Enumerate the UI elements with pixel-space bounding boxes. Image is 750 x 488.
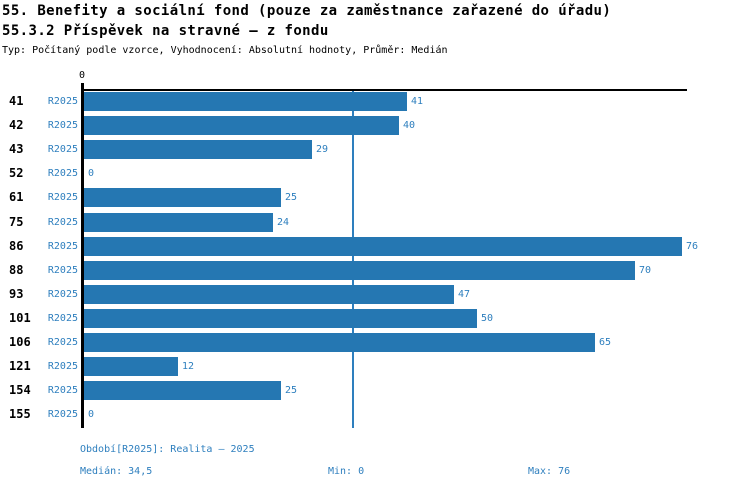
- category-label: 106: [9, 335, 31, 349]
- bar-value-label: 0: [88, 168, 95, 179]
- bar: [84, 381, 281, 400]
- category-label: 101: [9, 311, 31, 325]
- series-label: R2025: [47, 192, 78, 203]
- series-label: R2025: [47, 265, 78, 276]
- series-label: R2025: [47, 409, 78, 420]
- y-axis-zero-line: [81, 83, 84, 428]
- max-stat: Max: 76: [528, 466, 571, 477]
- series-label: R2025: [47, 120, 78, 131]
- bar: [84, 116, 399, 135]
- series-label: R2025: [47, 168, 78, 179]
- bar-value-label: 47: [458, 289, 471, 300]
- category-label: 155: [9, 407, 31, 421]
- bar-value-label: 65: [599, 337, 612, 348]
- category-label: 61: [9, 190, 24, 204]
- category-label: 42: [9, 118, 24, 132]
- category-label: 154: [9, 383, 31, 397]
- x-axis-zero-tick-label: 0: [78, 70, 86, 81]
- bar: [84, 285, 454, 304]
- median-stat: Medián: 34,5: [80, 466, 153, 477]
- series-label: R2025: [47, 96, 78, 107]
- bar: [84, 333, 595, 352]
- series-label: R2025: [47, 337, 78, 348]
- series-label: R2025: [47, 361, 78, 372]
- median-line: [352, 91, 354, 428]
- bar-value-label: 12: [182, 361, 195, 372]
- category-label: 43: [9, 142, 24, 156]
- x-axis-line: [81, 89, 687, 91]
- bar-value-label: 25: [285, 385, 298, 396]
- bar-value-label: 41: [411, 96, 424, 107]
- category-label: 75: [9, 215, 24, 229]
- bar-value-label: 29: [316, 144, 329, 155]
- bar-value-label: 40: [403, 120, 416, 131]
- bar: [84, 188, 281, 207]
- series-label: R2025: [47, 385, 78, 396]
- category-label: 121: [9, 359, 31, 373]
- min-stat: Min: 0: [328, 466, 365, 477]
- category-label: 41: [9, 94, 24, 108]
- bar-value-label: 70: [639, 265, 652, 276]
- chart-meta: Typ: Počítaný podle vzorce, Vyhodnocení:…: [2, 45, 448, 56]
- series-label: R2025: [47, 313, 78, 324]
- chart-subtitle: 55.3.2 Příspěvek na stravné – z fondu: [2, 23, 329, 39]
- category-label: 93: [9, 287, 24, 301]
- series-label: R2025: [47, 144, 78, 155]
- bar-value-label: 76: [686, 241, 699, 252]
- bar: [84, 140, 312, 159]
- category-label: 88: [9, 263, 24, 277]
- bar-value-label: 25: [285, 192, 298, 203]
- bar-value-label: 50: [481, 313, 494, 324]
- bar: [84, 309, 477, 328]
- bar: [84, 92, 407, 111]
- category-label: 52: [9, 166, 24, 180]
- bar: [84, 213, 273, 232]
- series-label: R2025: [47, 217, 78, 228]
- bar: [84, 237, 682, 256]
- period-label: Období[R2025]: Realita – 2025: [80, 444, 255, 455]
- series-label: R2025: [47, 241, 78, 252]
- chart-title: 55. Benefity a sociální fond (pouze za z…: [2, 3, 612, 19]
- series-label: R2025: [47, 289, 78, 300]
- bar-value-label: 24: [277, 217, 290, 228]
- bar: [84, 261, 635, 280]
- category-label: 86: [9, 239, 24, 253]
- bar: [84, 357, 178, 376]
- bar-value-label: 0: [88, 409, 95, 420]
